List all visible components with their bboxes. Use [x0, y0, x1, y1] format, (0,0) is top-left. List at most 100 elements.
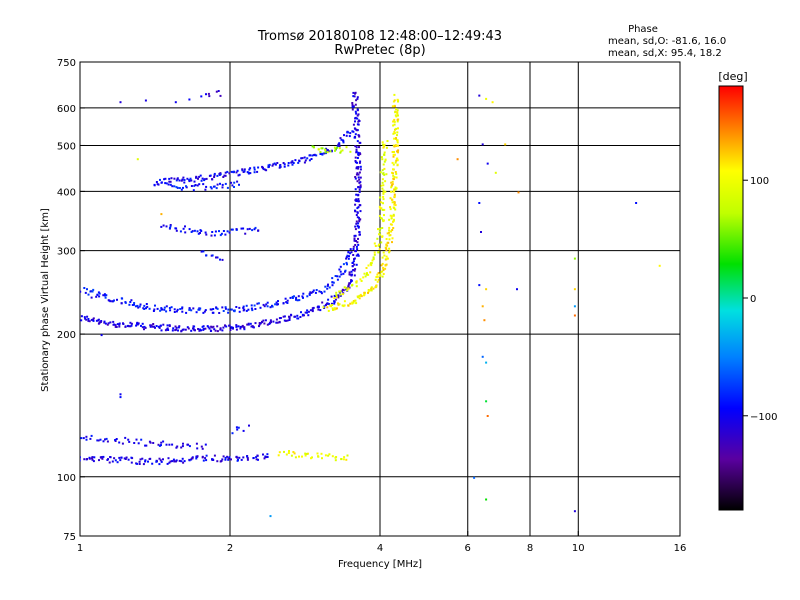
- echo-point: [181, 178, 184, 181]
- x-tick-label: 10: [572, 543, 585, 554]
- echo-point: [144, 99, 147, 102]
- echo-point: [339, 293, 342, 296]
- echo-point: [242, 456, 245, 459]
- echo-point: [215, 187, 218, 190]
- echo-point: [218, 172, 221, 175]
- echo-point: [90, 318, 93, 321]
- echo-point: [250, 304, 253, 307]
- echo-point: [223, 174, 226, 177]
- echo-point: [355, 99, 358, 102]
- echo-point: [176, 445, 179, 448]
- echo-point: [354, 268, 357, 271]
- echo-point: [357, 167, 360, 170]
- echo-point: [337, 302, 339, 305]
- echo-point: [358, 120, 361, 122]
- echo-point: [95, 319, 98, 322]
- echo-point: [182, 328, 185, 331]
- y-tick-label: 75: [63, 532, 76, 543]
- echo-point: [370, 289, 373, 292]
- echo-point: [130, 461, 133, 464]
- echo-point: [381, 178, 384, 181]
- echo-point: [286, 319, 289, 322]
- echo-point: [156, 307, 159, 310]
- echo-point: [390, 215, 393, 218]
- echo-point: [334, 148, 337, 150]
- echo-point: [354, 234, 357, 237]
- echo-point: [396, 131, 399, 134]
- echo-point: [380, 184, 383, 187]
- echo-point: [573, 314, 576, 317]
- echo-point: [354, 244, 357, 246]
- echo-point: [213, 234, 216, 237]
- echo-point: [198, 308, 201, 311]
- echo-point: [97, 322, 100, 325]
- echo-point: [203, 310, 206, 313]
- echo-point: [333, 300, 336, 303]
- echo-point: [392, 172, 394, 175]
- echo-point: [384, 267, 387, 270]
- echo-point: [317, 306, 320, 309]
- echo-point: [246, 323, 249, 326]
- echo-point: [278, 320, 281, 323]
- echo-point: [184, 328, 187, 331]
- echo-point: [89, 437, 92, 440]
- echo-point: [301, 313, 304, 316]
- echo-point: [175, 446, 178, 449]
- echo-point: [396, 157, 399, 160]
- echo-point: [357, 123, 360, 126]
- echo-point: [213, 454, 216, 457]
- echo-point: [352, 248, 355, 250]
- echo-point: [358, 294, 361, 297]
- echo-point: [179, 230, 182, 233]
- echo-point: [232, 327, 234, 330]
- echo-point: [344, 269, 347, 272]
- echo-point: [317, 308, 320, 311]
- echo-point: [202, 250, 205, 253]
- echo-point: [312, 146, 315, 149]
- echo-point: [483, 319, 486, 322]
- echo-point: [248, 424, 250, 427]
- echo-point: [396, 159, 399, 162]
- echo-point: [485, 97, 488, 100]
- echo-point: [381, 270, 384, 273]
- echo-point: [357, 151, 360, 154]
- echo-point: [176, 177, 179, 180]
- echo-point: [115, 438, 118, 440]
- echo-point: [275, 321, 278, 324]
- echo-point: [133, 302, 136, 304]
- echo-point: [390, 217, 393, 220]
- echo-point: [391, 241, 393, 244]
- echo-point: [160, 181, 163, 184]
- echo-point: [200, 95, 203, 98]
- echo-point: [199, 232, 201, 234]
- echo-point: [165, 225, 168, 228]
- echo-point: [238, 306, 241, 309]
- echo-point: [253, 304, 256, 307]
- echo-point: [392, 155, 395, 158]
- echo-point: [300, 311, 302, 314]
- echo-point: [317, 455, 319, 458]
- echo-point: [286, 299, 289, 302]
- echo-point: [349, 248, 352, 251]
- echo-point: [175, 229, 178, 232]
- echo-point: [351, 108, 354, 111]
- echo-point: [485, 361, 488, 364]
- echo-point: [384, 190, 387, 193]
- echo-point: [356, 180, 359, 183]
- echo-point: [213, 172, 216, 175]
- echo-point: [385, 238, 388, 240]
- echo-point: [301, 455, 303, 458]
- echo-point: [363, 291, 366, 294]
- echo-point: [236, 169, 239, 172]
- echo-point: [319, 151, 322, 154]
- echo-point: [209, 174, 212, 177]
- echo-point: [238, 183, 240, 186]
- echo-point: [116, 298, 118, 301]
- echo-point: [282, 162, 285, 164]
- echo-point: [195, 457, 198, 460]
- echo-point: [324, 454, 327, 457]
- echo-point: [349, 273, 352, 276]
- echo-point: [473, 476, 476, 479]
- echo-point: [148, 458, 151, 460]
- echo-point: [143, 328, 145, 331]
